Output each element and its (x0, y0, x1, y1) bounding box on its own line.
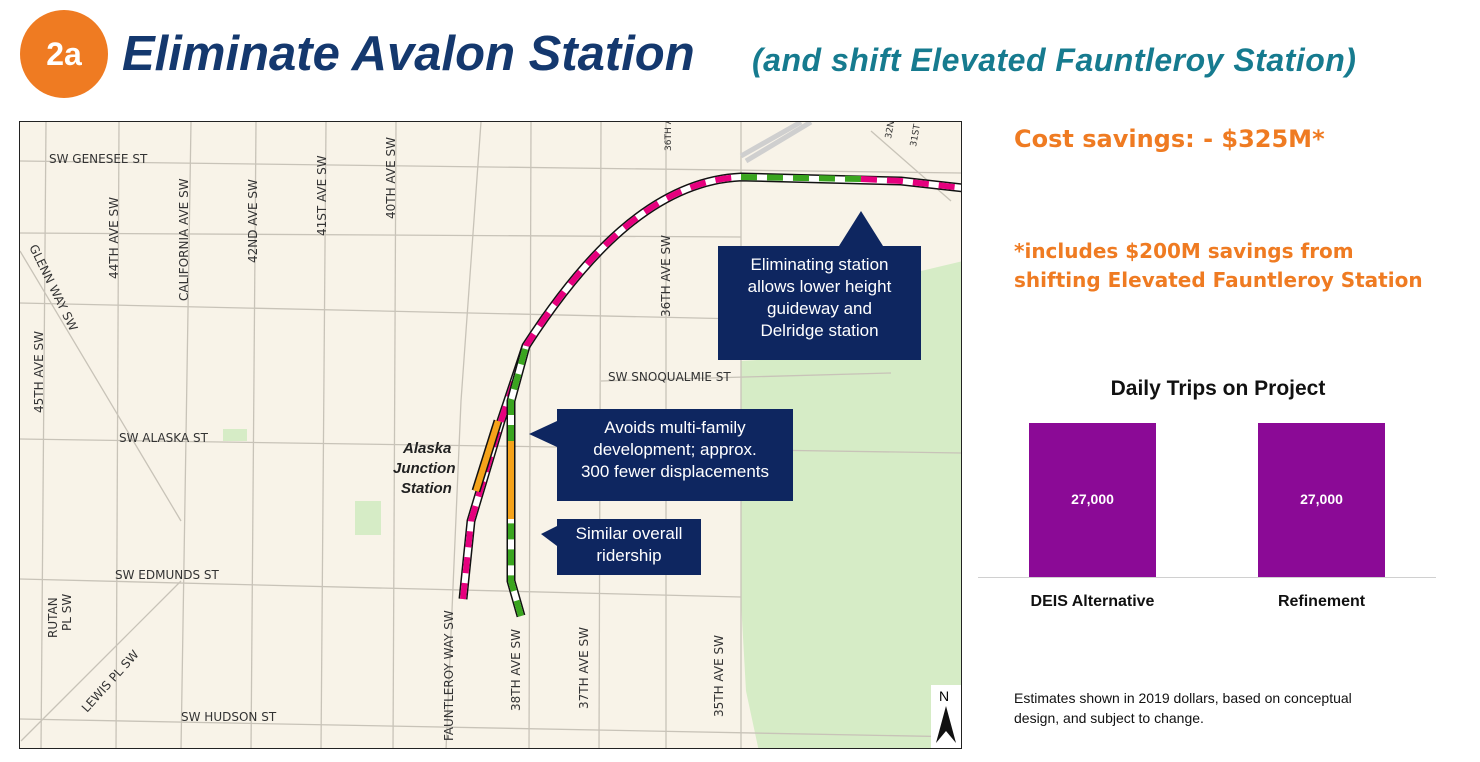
street-label: 38TH AVE SW (509, 629, 523, 711)
street-label: 35TH AVE SW (712, 635, 726, 717)
street-label: SW EDMUNDS ST (115, 568, 220, 582)
page-title: Eliminate Avalon Station (122, 27, 695, 81)
callout-displacements: Avoids multi-family development; approx. 3… (557, 409, 793, 501)
north-arrow-icon (936, 706, 956, 743)
station-label: Alaska Junction Station (393, 440, 456, 497)
street-label: 41ST AVE SW (315, 155, 329, 236)
street-label: LEWIS PL SW (79, 647, 142, 715)
street-label: 32N (884, 121, 897, 140)
park-small (223, 429, 247, 441)
street-label: GLENN WAY SW (26, 242, 80, 333)
category-label: DEIS Alternative (1030, 593, 1155, 610)
street-label: SW SNOQUALMIE ST (608, 370, 731, 384)
park-area (741, 261, 961, 748)
park-small (355, 501, 381, 535)
bar (1258, 423, 1385, 577)
callout-lower-height: Eliminating station allows lower height gu… (718, 246, 921, 360)
section-badge: 2a (20, 10, 108, 98)
street-label: 42ND AVE SW (246, 179, 260, 263)
street-label: 44TH AVE SW (107, 197, 121, 279)
svg-text:Alaska: Alaska (402, 440, 451, 457)
bar (1029, 423, 1156, 577)
highway-ramp (739, 122, 813, 164)
cost-footnote: *includes $200M savings from shifting Ele… (1014, 239, 1423, 292)
street-label: SW HUDSON ST (181, 710, 277, 724)
route-lines (458, 172, 961, 618)
callout-pointer (541, 526, 557, 546)
cost-savings: Cost savings: - $325M* (1014, 125, 1325, 153)
route-pink (460, 174, 742, 600)
street-label: PL SW (60, 594, 74, 631)
street-label: 31ST (909, 123, 923, 148)
bar-data-label: 27,000 (1300, 491, 1343, 507)
street-label: 36TH A (664, 121, 674, 151)
street-label: CALIFORNIA AVE SW (177, 178, 191, 301)
street-label: SW ALASKA ST (119, 431, 209, 445)
street-label: FAUNTLEROY WAY SW (442, 610, 456, 741)
chart-baseline (978, 577, 1436, 578)
callout-pointer (839, 211, 883, 246)
category-label: Refinement (1277, 593, 1366, 610)
svg-text:Junction: Junction (393, 460, 456, 477)
page-subtitle: (and shift Elevated Fauntleroy Station) (752, 42, 1357, 78)
svg-text:Station: Station (401, 480, 452, 497)
street-label: RUTAN (46, 597, 60, 638)
map-canvas: SW GENESEE ST SW ALASKA ST SW EDMUNDS ST… (20, 121, 961, 748)
street-label: 36TH AVE SW (659, 235, 673, 317)
bar-data-label: 27,000 (1071, 491, 1114, 507)
north-label: N (939, 688, 949, 704)
street-label: 45TH AVE SW (32, 331, 46, 413)
street-label: 40TH AVE SW (384, 137, 398, 219)
route-green (740, 174, 862, 182)
callout-pointer (529, 421, 557, 447)
street-label: 37TH AVE SW (577, 627, 591, 709)
map[interactable]: SW GENESEE ST SW ALASKA ST SW EDMUNDS ST… (19, 121, 962, 749)
street-label: SW GENESEE ST (49, 152, 148, 166)
callout-ridership: Similar overall ridership (557, 519, 701, 575)
disclaimer-note: Estimates shown in 2019 dollars, based o… (1014, 690, 1352, 726)
chart-title: Daily Trips on Project (1110, 377, 1326, 400)
